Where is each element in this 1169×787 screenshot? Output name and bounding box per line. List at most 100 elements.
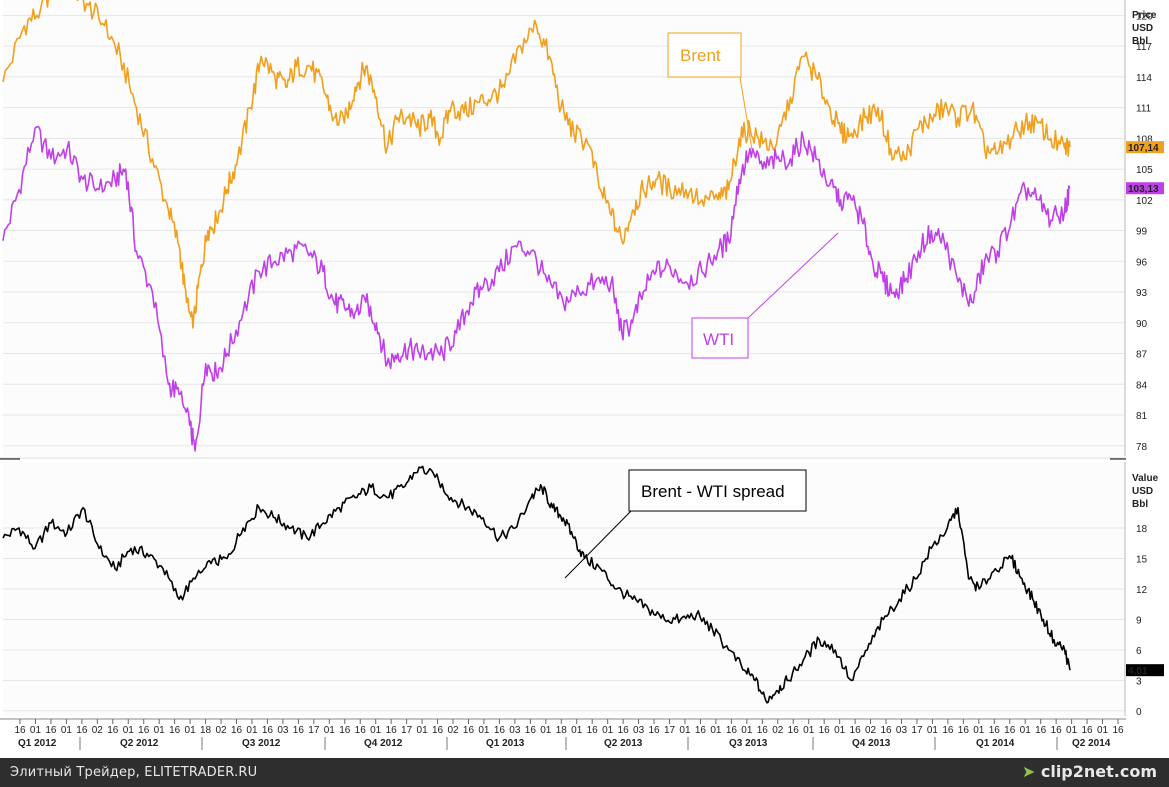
quarter-label: Q2 2013 — [604, 738, 643, 749]
spread-callout-leader — [564, 510, 632, 579]
footer-source: Элитный Трейдер, ELITETRADER.RU — [10, 765, 258, 780]
x-tick-label: 01 — [834, 725, 846, 736]
wti-callout-label: WTI — [703, 330, 734, 349]
quarter-label: Q3 2013 — [729, 738, 768, 749]
x-tick-label: 16 — [587, 725, 599, 736]
y-tick-label: 108 — [1136, 134, 1153, 145]
quarter-label: Q1 2014 — [976, 738, 1015, 749]
x-tick-label: 01 — [185, 725, 197, 736]
x-tick-label: 01 — [602, 725, 614, 736]
last-value-badge — [1126, 182, 1164, 195]
x-tick-label: 16 — [942, 725, 954, 736]
footer-watermark[interactable]: ➤ clip2net.com — [1022, 762, 1157, 781]
series-line-brent — [2, 0, 1071, 329]
y-axis-label: Bbl — [1132, 499, 1148, 510]
y-axis-label: Value — [1132, 473, 1159, 484]
x-tick-label: 01 — [61, 725, 73, 736]
x-tick-label: 16 — [525, 725, 537, 736]
x-tick-label: 02 — [447, 725, 459, 736]
x-tick-label: 01 — [123, 725, 135, 736]
y-tick-label: 105 — [1136, 165, 1153, 176]
y-tick-label: 18 — [1136, 524, 1148, 535]
y-tick-label: 120 — [1136, 11, 1153, 22]
x-tick-label: 02 — [865, 725, 877, 736]
brent-callout-box — [667, 32, 742, 78]
x-tick-label: 01 — [571, 725, 583, 736]
x-tick-label: 17 — [401, 725, 413, 736]
y-tick-label: 0 — [1136, 707, 1142, 718]
x-tick-label: 01 — [710, 725, 722, 736]
y-tick-label: 111 — [1136, 104, 1152, 115]
brent-callout-leader — [739, 76, 753, 151]
quarter-label: Q3 2012 — [242, 738, 281, 749]
y-tick-label: 87 — [1136, 350, 1148, 361]
quarter-label: Q2 2014 — [1072, 738, 1111, 749]
x-tick-label: 01 — [370, 725, 382, 736]
x-tick-label: 16 — [14, 725, 26, 736]
x-tick-label: 16 — [107, 725, 119, 736]
x-axis-bg — [0, 718, 1169, 758]
x-tick-label: 17 — [664, 725, 676, 736]
x-tick-label: 16 — [880, 725, 892, 736]
x-tick-label: 18 — [556, 725, 568, 736]
y-tick-label: 114 — [1136, 73, 1152, 84]
x-tick-label: 16 — [386, 725, 398, 736]
plot-area — [3, 0, 1125, 456]
y-tick-label: 78 — [1136, 442, 1148, 453]
y-tick-label: 6 — [1136, 646, 1142, 657]
y-axis-label: Price — [1132, 10, 1157, 21]
price-panel: 78 81 84 87 90 93 96 99 102 105 108 111 114 117 120Pri… — [0, 0, 1164, 460]
x-tick-label: 16 — [494, 725, 506, 736]
x-tick-label: 01 — [246, 725, 258, 736]
y-tick-label: 15 — [1136, 555, 1148, 566]
x-tick-label: 16 — [618, 725, 630, 736]
x-tick-label: 01 — [1097, 725, 1109, 736]
x-tick-label: 16 — [757, 725, 769, 736]
x-axis: 16 01 16 01 16 02 16 01 16 01 16 01 18 02 16 01 16 03 16 17… — [0, 718, 1169, 758]
x-tick-label: 16 — [1082, 725, 1094, 736]
x-tick-label: 16 — [989, 725, 1001, 736]
x-tick-label: 01 — [1020, 725, 1032, 736]
x-tick-label: 16 — [726, 725, 738, 736]
x-tick-label: 03 — [509, 725, 521, 736]
x-tick-label: 16 — [1112, 725, 1124, 736]
wti-callout-leader — [747, 232, 839, 319]
x-tick-label: 18 — [200, 725, 212, 736]
y-tick-label: 12 — [1136, 585, 1148, 596]
x-tick-label: 03 — [896, 725, 908, 736]
x-tick-label: 16 — [788, 725, 800, 736]
x-tick-label: 01 — [30, 725, 42, 736]
x-tick-label: 03 — [633, 725, 645, 736]
x-tick-label: 16 — [850, 725, 862, 736]
x-tick-label: 16 — [262, 725, 274, 736]
last-value-label: 103,13 — [1128, 184, 1159, 195]
x-tick-label: 01 — [741, 725, 753, 736]
footer-bar: Элитный Трейдер, ELITETRADER.RU ➤ clip2n… — [0, 758, 1169, 787]
x-tick-label: 16 — [432, 725, 444, 736]
quarter-label: Q1 2012 — [18, 738, 57, 749]
last-value-label: 4,01 — [1128, 666, 1148, 677]
spread-callout-label: Brent - WTI spread — [641, 482, 785, 501]
x-tick-label: 03 — [277, 725, 289, 736]
x-tick-label: 01 — [1066, 725, 1078, 736]
quarter-label: Q1 2013 — [486, 738, 525, 749]
series-line-wti — [2, 125, 1071, 452]
chart: 7881848790939699102105108111114117120Pri… — [0, 0, 1169, 758]
y-tick-label: 99 — [1136, 227, 1148, 238]
x-tick-label: 16 — [355, 725, 367, 736]
y-axis-label: USD — [1132, 486, 1153, 497]
x-tick-label: 01 — [417, 725, 429, 736]
x-tick-label: 01 — [478, 725, 490, 736]
last-value-label: 107,14 — [1128, 143, 1159, 154]
y-tick-label: 117 — [1136, 42, 1152, 53]
last-value-badge — [1126, 141, 1164, 154]
y-tick-label: 102 — [1136, 196, 1153, 207]
y-tick-label: 93 — [1136, 288, 1148, 299]
x-tick-label: 16 — [958, 725, 970, 736]
x-tick-label: 01 — [927, 725, 939, 736]
x-tick-label: 16 — [1051, 725, 1063, 736]
x-tick-label: 16 — [293, 725, 305, 736]
y-axis-label: Bbl — [1132, 36, 1148, 47]
y-tick-label: 90 — [1136, 319, 1148, 330]
brent-callout-label: Brent — [680, 46, 721, 65]
